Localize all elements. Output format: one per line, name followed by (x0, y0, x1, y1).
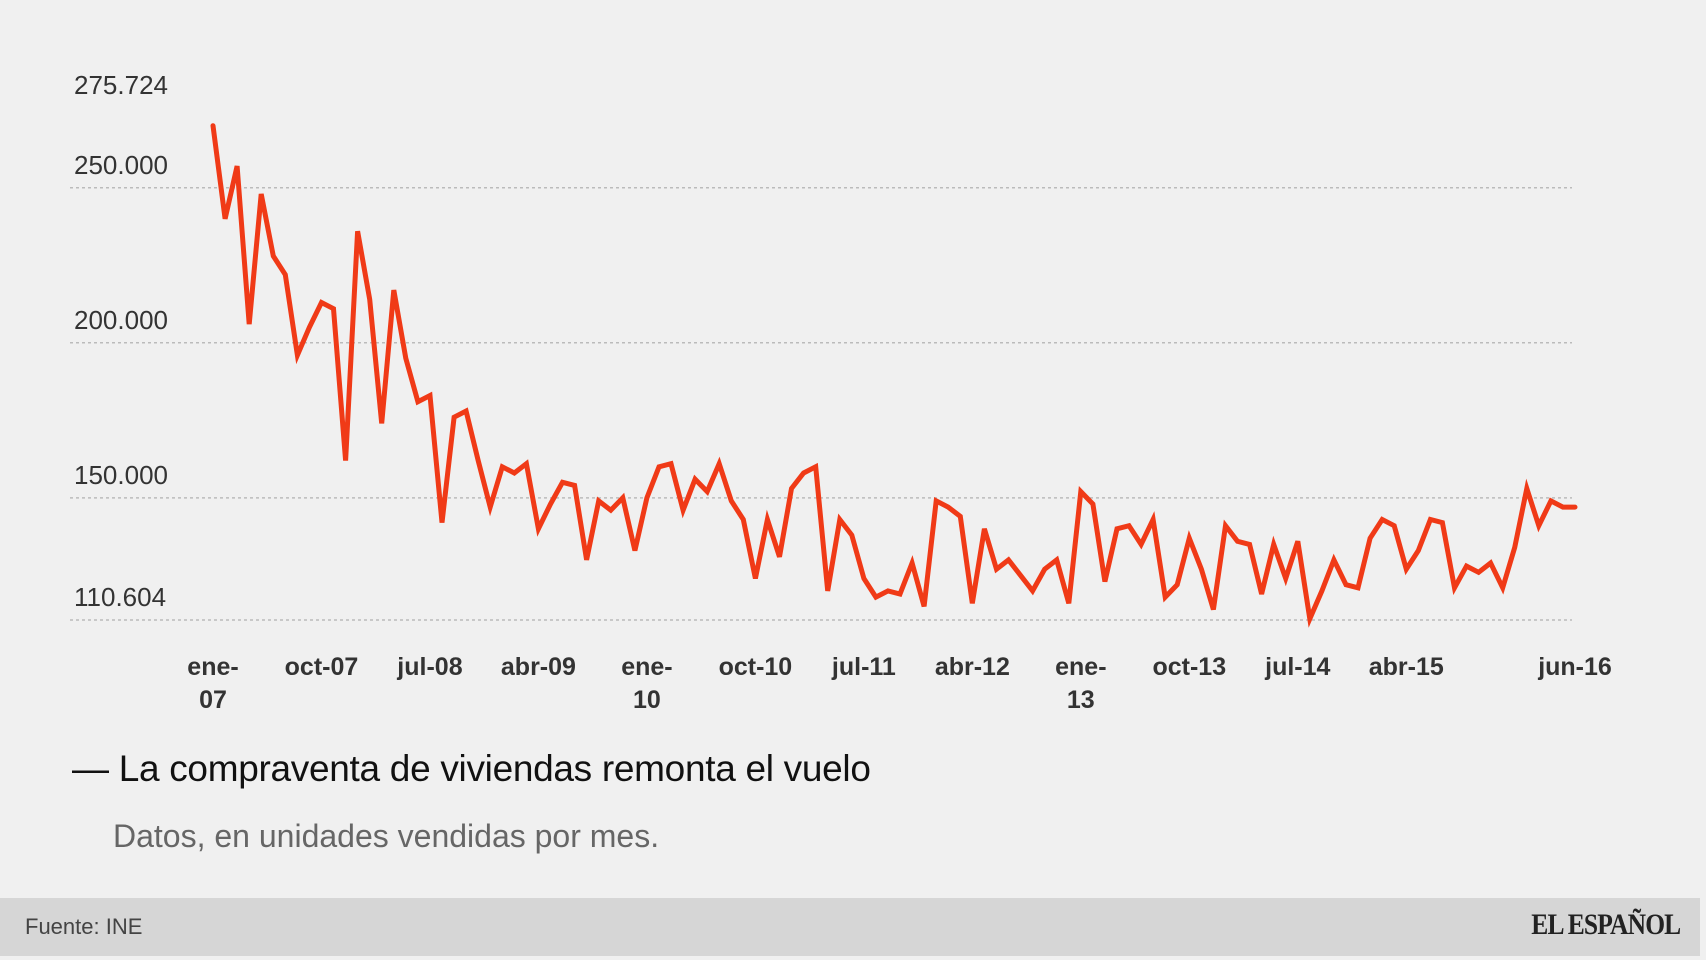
source-note: Fuente: INE (25, 914, 143, 939)
x-tick-label: ene- (621, 653, 672, 681)
x-tick-label: oct-13 (1152, 653, 1226, 681)
x-tick-label: jun-16 (1537, 653, 1612, 681)
chart-subtitle: Datos, en unidades vendidas por mes. (113, 818, 660, 854)
chart-title: — La compraventa de viviendas remonta el… (72, 748, 871, 790)
y-tick-label: 275.724 (74, 70, 168, 100)
x-tick-label: ene- (187, 653, 238, 681)
x-axis-ticks: ene- 07 oct-07 jul-08 abr-09 ene- 10 oct-10 jul-… (187, 653, 1612, 714)
title-text: La compraventa de viviendas remonta el v… (118, 748, 871, 789)
x-tick-label: oct-10 (719, 653, 793, 681)
y-axis-ticks: 275.724 250.000 200.000 150.000 110.604 (74, 70, 168, 612)
grid-layer (70, 187, 1572, 621)
x-tick-label: 07 (199, 686, 227, 714)
x-tick-label: 10 (633, 686, 661, 714)
x-tick-label: jul-14 (1264, 653, 1330, 681)
y-tick-label: 110.604 (74, 582, 166, 612)
x-tick-label: jul-08 (396, 653, 462, 681)
title-dash: — (72, 748, 109, 789)
y-tick-label: 200.000 (74, 305, 168, 335)
x-tick-label: abr-09 (501, 653, 576, 681)
x-tick-label: 13 (1067, 686, 1095, 714)
x-tick-label: jul-11 (831, 653, 896, 681)
y-tick-label: 250.000 (74, 150, 168, 180)
footer-bar: Fuente: INE EL ESPAÑOL (0, 898, 1700, 956)
x-tick-label: abr-12 (935, 653, 1010, 681)
x-tick-label: oct-07 (285, 653, 359, 681)
series-line-compraventa (210, 123, 1578, 628)
x-tick-label: abr-15 (1369, 653, 1444, 681)
y-tick-label: 150.000 (74, 460, 168, 490)
series-layer (210, 123, 1578, 628)
x-tick-label: ene- (1055, 653, 1106, 681)
line-chart: 275.724 250.000 200.000 150.000 110.604 ene-… (70, 70, 1612, 714)
brand-logo: EL ESPAÑOL (1530, 908, 1681, 941)
